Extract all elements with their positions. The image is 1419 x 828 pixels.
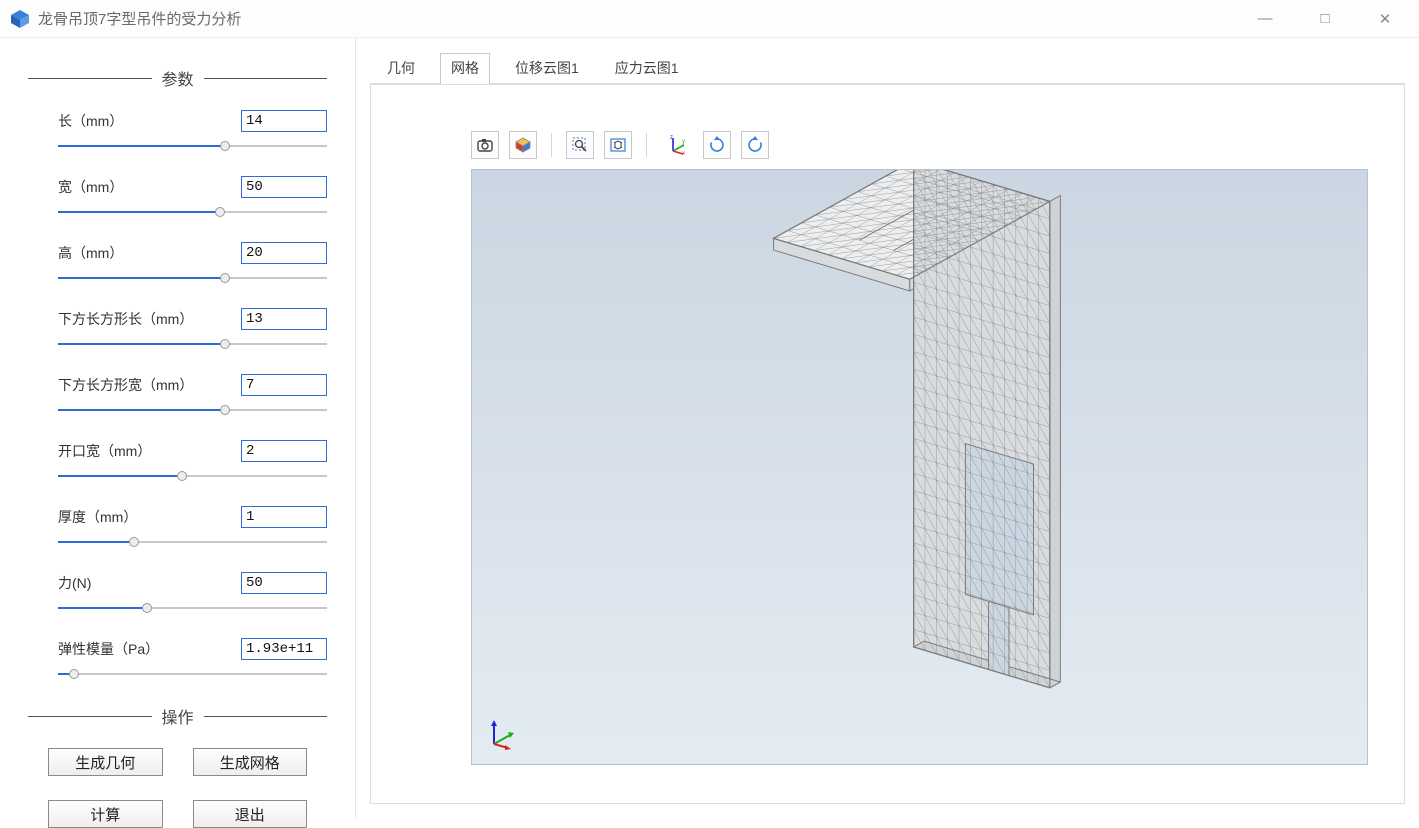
param-input[interactable] [241, 308, 327, 330]
param-label: 下方长方形宽（mm） [28, 375, 193, 395]
axes-icon[interactable]: z y x [661, 131, 693, 159]
param-row: 下方长方形长（mm） [28, 308, 327, 352]
section-title-actions: 操作 [28, 704, 327, 728]
viewport-panel: z y x [370, 84, 1405, 804]
param-input[interactable] [241, 440, 327, 462]
svg-text:x: x [682, 151, 685, 155]
svg-text:z: z [670, 135, 673, 141]
param-slider[interactable] [28, 468, 327, 484]
camera-icon[interactable] [471, 131, 499, 159]
param-label: 长（mm） [28, 111, 123, 131]
param-label: 开口宽（mm） [28, 441, 151, 461]
viewport-toolbar: z y x [471, 131, 769, 159]
rotate-cw-icon[interactable] [703, 131, 731, 159]
content-area: 几何网格位移云图1 应力云图1 z y x [356, 38, 1419, 818]
param-input[interactable] [241, 176, 327, 198]
axis-triad-icon [486, 718, 518, 750]
param-slider[interactable] [28, 534, 327, 550]
svg-text:y: y [682, 139, 685, 145]
section-title-actions-label: 操作 [162, 704, 194, 728]
generate-mesh-button[interactable]: 生成网格 [193, 748, 308, 776]
minimize-button[interactable]: — [1251, 10, 1279, 28]
actions-grid: 生成几何 生成网格 计算 退出 [28, 748, 327, 828]
toolbar-separator [551, 133, 552, 157]
tab-1[interactable]: 网格 [440, 53, 490, 84]
param-row: 下方长方形宽（mm） [28, 374, 327, 418]
title-bar: 龙骨吊顶7字型吊件的受力分析 — □ ✕ [0, 0, 1419, 38]
close-button[interactable]: ✕ [1371, 10, 1399, 28]
fit-view-icon[interactable] [604, 131, 632, 159]
param-slider[interactable] [28, 204, 327, 220]
param-slider[interactable] [28, 666, 327, 682]
param-row: 长（mm） [28, 110, 327, 154]
param-input[interactable] [241, 638, 327, 660]
param-input[interactable] [241, 110, 327, 132]
param-row: 弹性模量（Pa） [28, 638, 327, 682]
param-input[interactable] [241, 572, 327, 594]
param-label: 力(N) [28, 573, 91, 593]
tabs: 几何网格位移云图1 应力云图1 [370, 50, 1405, 84]
exit-button[interactable]: 退出 [193, 800, 308, 828]
param-input[interactable] [241, 506, 327, 528]
param-row: 厚度（mm） [28, 506, 327, 550]
tab-2[interactable]: 位移云图1 [504, 53, 590, 84]
param-label: 弹性模量（Pa） [28, 639, 159, 659]
param-slider[interactable] [28, 270, 327, 286]
zoom-region-icon[interactable] [566, 131, 594, 159]
param-input[interactable] [241, 242, 327, 264]
maximize-button[interactable]: □ [1311, 10, 1339, 28]
param-slider[interactable] [28, 138, 327, 154]
param-label: 高（mm） [28, 243, 123, 263]
toolbar-separator [646, 133, 647, 157]
generate-geometry-button[interactable]: 生成几何 [48, 748, 163, 776]
param-slider[interactable] [28, 402, 327, 418]
compute-button[interactable]: 计算 [48, 800, 163, 828]
scene-3d[interactable] [471, 169, 1368, 765]
param-label: 宽（mm） [28, 177, 123, 197]
param-row: 力(N) [28, 572, 327, 616]
param-input[interactable] [241, 374, 327, 396]
window-controls: — □ ✕ [1251, 10, 1409, 28]
section-title-params-label: 参数 [162, 66, 194, 90]
app-icon [10, 9, 30, 29]
rotate-ccw-icon[interactable] [741, 131, 769, 159]
tab-3[interactable]: 应力云图1 [604, 53, 690, 84]
window-title: 龙骨吊顶7字型吊件的受力分析 [38, 8, 241, 29]
param-row: 开口宽（mm） [28, 440, 327, 484]
param-slider[interactable] [28, 600, 327, 616]
param-row: 高（mm） [28, 242, 327, 286]
tab-0[interactable]: 几何 [376, 53, 426, 84]
param-slider[interactable] [28, 336, 327, 352]
box-mode-icon[interactable] [509, 131, 537, 159]
param-row: 宽（mm） [28, 176, 327, 220]
param-label: 厚度（mm） [28, 507, 137, 527]
sidebar: 参数 长（mm） 宽（mm） 高（mm） 下方长方形长（mm） 下方长方形宽（mm） 开口… [0, 38, 356, 818]
section-title-params: 参数 [28, 66, 327, 90]
param-label: 下方长方形长（mm） [28, 309, 193, 329]
